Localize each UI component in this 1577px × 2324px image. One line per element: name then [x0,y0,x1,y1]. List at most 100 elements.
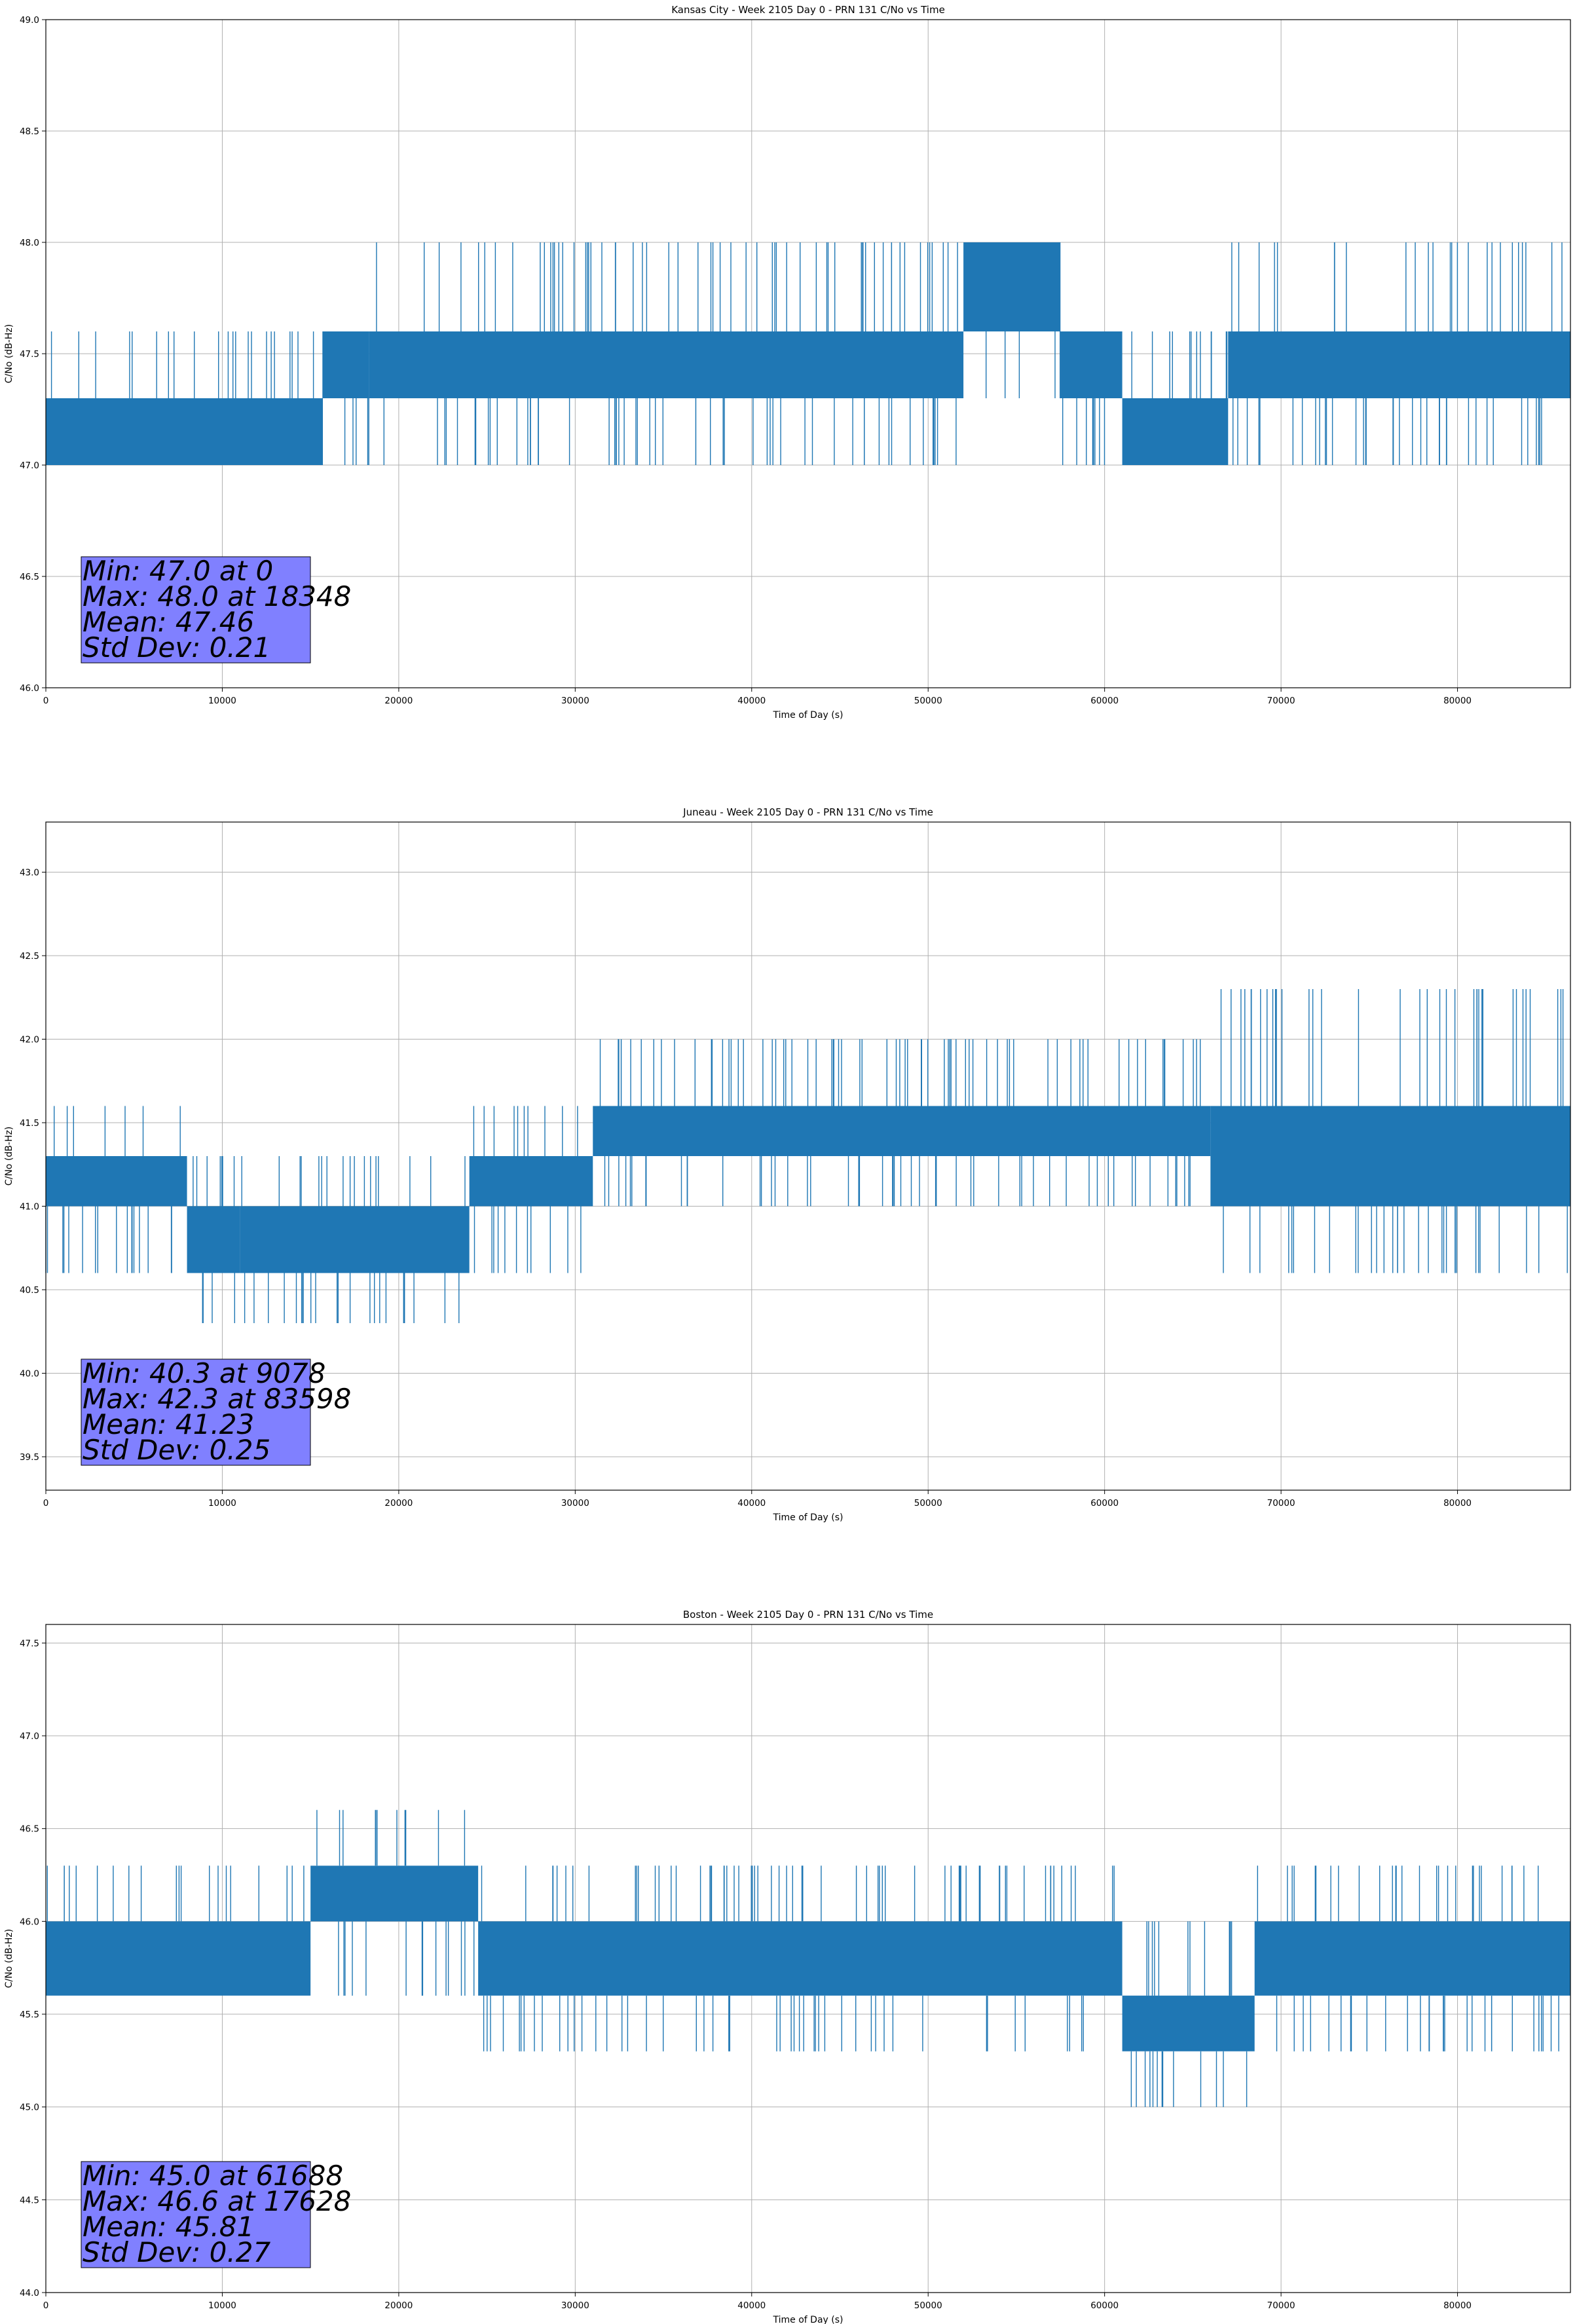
series-spikes [193,1156,235,1323]
x-tick-label: 30000 [561,2300,589,2311]
x-tick-label: 60000 [1090,2300,1119,2311]
y-axis-label: C/No (dB-Hz) [4,324,14,383]
series-spikes [1062,398,1105,465]
y-tick-label: 45.0 [20,2103,39,2113]
axes-frame [45,821,1571,1491]
y-tick-label: 40.0 [20,1369,39,1379]
y-tick-label: 42.5 [20,951,39,962]
x-axis-label: Time of Day (s) [773,2315,844,2324]
x-tick-label: 30000 [561,696,589,706]
series-spikes [46,1865,305,1922]
x-tick-label: 20000 [384,2300,413,2311]
series-spikes [50,331,324,398]
series-band [187,1206,240,1273]
y-tick-label: 39.5 [20,1452,39,1463]
x-tick-label: 0 [43,2300,49,2311]
y-tick-label: 41.5 [20,1118,39,1129]
series-spikes [473,1106,582,1273]
stats-line: Mean: 45.81 [83,2211,254,2243]
series-spikes [1130,1921,1248,2107]
series-spikes [344,398,369,465]
x-tick-label: 60000 [1090,1498,1119,1509]
y-tick-label: 40.5 [20,1285,39,1296]
x-tick-label: 20000 [384,1498,413,1509]
y-tick-label: 48.5 [20,126,39,137]
y-tick-label: 45.5 [20,2010,39,2020]
y-tick-label: 48.0 [20,238,39,248]
chart-title: Juneau - Week 2105 Day 0 - PRN 131 C/No … [682,806,933,818]
series-band [323,331,369,398]
x-tick-label: 10000 [208,696,236,706]
series-spikes [316,1810,475,1996]
chart-panel-3: Boston - Week 2105 Day 0 - PRN 131 C/No … [4,1609,1571,2324]
axes-frame [45,1624,1571,2293]
x-tick-label: 70000 [1267,1498,1295,1509]
x-tick-label: 40000 [737,696,766,706]
series-spikes [599,1039,1201,1207]
stats-line: Max: 48.0 at 18348 [83,580,351,612]
y-tick-label: 46.5 [20,572,39,582]
stats-line: Min: 47.0 at 0 [83,555,273,587]
stats-line: Min: 45.0 at 61688 [83,2160,343,2192]
y-tick-label: 47.5 [20,1638,39,1649]
x-axis-label: Time of Day (s) [773,710,844,721]
y-tick-label: 47.5 [20,349,39,360]
stats-line: Min: 40.3 at 9078 [83,1357,325,1389]
series-band [1122,398,1229,465]
x-tick-label: 40000 [737,1498,766,1509]
stats-line: Max: 46.6 at 17628 [83,2185,351,2217]
series-band [46,1156,187,1207]
series-band [1254,1921,1570,1996]
series-band [593,1106,1211,1156]
chart-panel-1: Kansas City - Week 2105 Day 0 - PRN 131 … [4,4,1571,721]
y-tick-label: 47.0 [20,460,39,471]
series-band [310,1865,479,1922]
x-tick-label: 20000 [384,696,413,706]
stats-line: Max: 42.3 at 83598 [83,1383,351,1415]
y-axis-label: C/No (dB-Hz) [4,1929,14,1988]
stats-box [81,2161,311,2268]
x-tick-label: 30000 [561,1498,589,1509]
x-tick-label: 70000 [1267,696,1295,706]
y-axis-label: C/No (dB-Hz) [4,1127,14,1186]
y-tick-label: 42.0 [20,1035,39,1045]
x-axis-label: Time of Day (s) [773,1512,844,1523]
series-band [963,242,1061,331]
y-tick-label: 46.0 [20,683,39,694]
chart-title: Kansas City - Week 2105 Day 0 - PRN 131 … [671,4,945,16]
series-band [46,1921,311,1996]
series-band [1122,1995,1255,2052]
stats-line: Std Dev: 0.21 [83,631,270,664]
x-tick-label: 80000 [1443,2300,1472,2311]
data-series [45,989,1570,1323]
chart-title: Boston - Week 2105 Day 0 - PRN 131 C/No … [683,1609,933,1621]
series-spikes [1220,989,1568,1273]
chart-panel-2: Juneau - Week 2105 Day 0 - PRN 131 C/No … [4,806,1571,1523]
data-series [46,242,1570,465]
x-tick-label: 40000 [737,2300,766,2311]
axes-frame [45,19,1571,688]
series-band [478,1921,1122,1996]
series-spikes [368,242,958,465]
series-spikes [481,1865,1115,2052]
series-band [469,1156,593,1207]
x-tick-label: 50000 [914,1498,942,1509]
stats-box [81,1359,311,1466]
y-tick-label: 49.0 [20,15,39,26]
series-spikes [1231,242,1563,465]
stats-box [81,556,311,664]
x-tick-label: 10000 [208,1498,236,1509]
y-tick-label: 46.0 [20,1917,39,1927]
x-tick-label: 80000 [1443,1498,1472,1509]
x-tick-label: 50000 [914,696,942,706]
series-band [1060,331,1122,398]
x-tick-label: 0 [43,696,49,706]
x-tick-label: 0 [43,1498,49,1509]
x-tick-label: 70000 [1267,2300,1295,2311]
stats-line: Mean: 47.46 [83,606,254,638]
x-tick-label: 10000 [208,2300,236,2311]
y-tick-label: 44.0 [20,2288,39,2298]
x-tick-label: 60000 [1090,696,1119,706]
series-spikes [241,1156,466,1323]
